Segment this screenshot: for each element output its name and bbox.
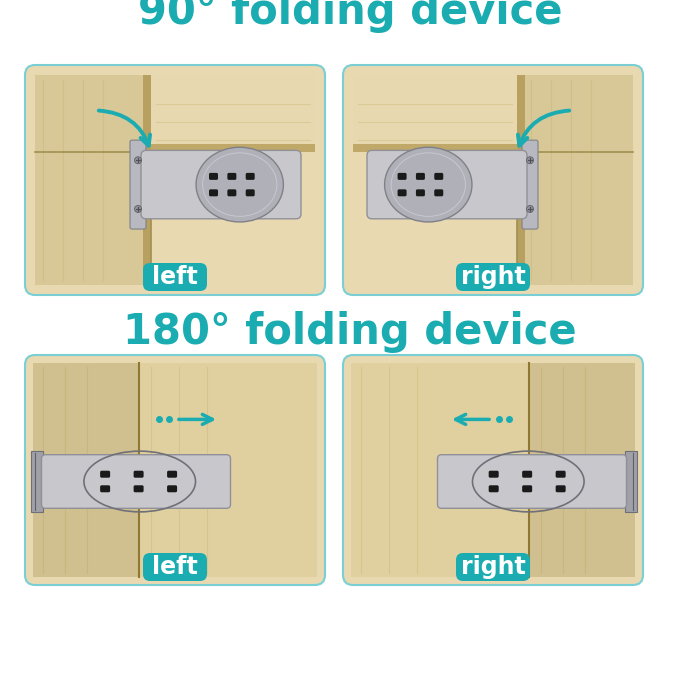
- Bar: [351, 363, 529, 577]
- FancyBboxPatch shape: [556, 485, 566, 492]
- Polygon shape: [353, 75, 517, 153]
- FancyBboxPatch shape: [522, 140, 538, 229]
- FancyBboxPatch shape: [434, 173, 443, 180]
- FancyBboxPatch shape: [167, 470, 177, 477]
- FancyBboxPatch shape: [100, 470, 110, 477]
- FancyBboxPatch shape: [416, 189, 425, 196]
- FancyBboxPatch shape: [246, 189, 255, 196]
- FancyBboxPatch shape: [343, 65, 643, 295]
- FancyBboxPatch shape: [228, 189, 237, 196]
- Bar: [529, 363, 635, 577]
- Circle shape: [134, 205, 141, 212]
- FancyBboxPatch shape: [130, 140, 146, 229]
- Bar: [33, 363, 139, 577]
- Polygon shape: [151, 144, 315, 153]
- FancyBboxPatch shape: [134, 485, 143, 492]
- FancyBboxPatch shape: [434, 189, 443, 196]
- FancyBboxPatch shape: [489, 485, 498, 492]
- Text: left: left: [152, 555, 198, 579]
- Polygon shape: [353, 144, 517, 153]
- FancyBboxPatch shape: [456, 553, 530, 581]
- FancyBboxPatch shape: [143, 263, 207, 291]
- Text: left: left: [152, 265, 198, 289]
- FancyBboxPatch shape: [209, 189, 218, 196]
- FancyBboxPatch shape: [41, 455, 230, 508]
- FancyBboxPatch shape: [556, 470, 566, 477]
- FancyBboxPatch shape: [141, 150, 301, 219]
- FancyBboxPatch shape: [522, 485, 532, 492]
- Polygon shape: [517, 75, 525, 285]
- Circle shape: [526, 205, 533, 212]
- Bar: [139, 363, 317, 577]
- Text: right: right: [461, 555, 526, 579]
- FancyBboxPatch shape: [438, 455, 626, 508]
- FancyBboxPatch shape: [246, 173, 255, 180]
- Polygon shape: [151, 75, 315, 153]
- FancyBboxPatch shape: [228, 173, 237, 180]
- Polygon shape: [517, 75, 633, 285]
- Circle shape: [526, 157, 533, 164]
- FancyBboxPatch shape: [367, 150, 527, 219]
- Text: 90° folding device: 90° folding device: [138, 0, 562, 33]
- FancyBboxPatch shape: [489, 470, 498, 477]
- FancyBboxPatch shape: [134, 470, 143, 477]
- FancyBboxPatch shape: [343, 355, 643, 585]
- FancyBboxPatch shape: [143, 553, 207, 581]
- FancyBboxPatch shape: [522, 470, 532, 477]
- FancyBboxPatch shape: [25, 65, 325, 295]
- FancyBboxPatch shape: [398, 189, 407, 196]
- FancyBboxPatch shape: [456, 263, 530, 291]
- Polygon shape: [143, 75, 151, 285]
- Polygon shape: [35, 75, 151, 285]
- Ellipse shape: [384, 147, 472, 222]
- FancyBboxPatch shape: [398, 173, 407, 180]
- Bar: [625, 451, 637, 512]
- Text: 180° folding device: 180° folding device: [123, 311, 577, 353]
- FancyBboxPatch shape: [209, 173, 218, 180]
- Circle shape: [134, 157, 141, 164]
- FancyBboxPatch shape: [167, 485, 177, 492]
- FancyBboxPatch shape: [100, 485, 110, 492]
- FancyBboxPatch shape: [25, 355, 325, 585]
- FancyBboxPatch shape: [416, 173, 425, 180]
- Text: right: right: [461, 265, 526, 289]
- Ellipse shape: [196, 147, 284, 222]
- Bar: [31, 451, 43, 512]
